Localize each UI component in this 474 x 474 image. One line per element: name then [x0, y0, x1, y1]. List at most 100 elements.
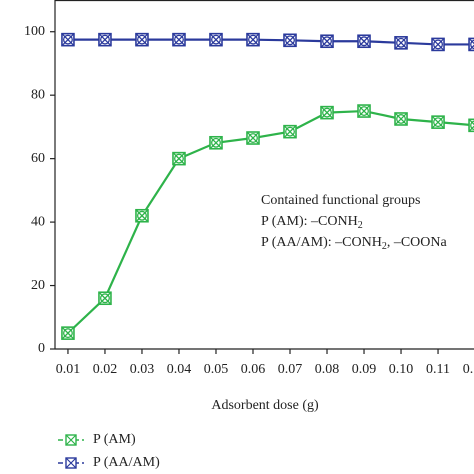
marker-cross	[246, 33, 260, 47]
marker-cross	[61, 33, 75, 47]
marker-ring	[248, 133, 258, 143]
marker-cross	[135, 33, 149, 47]
marker-cross	[431, 115, 445, 129]
marker-cross	[172, 152, 186, 166]
x-tick-label: 0.10	[389, 362, 414, 377]
marker	[283, 124, 297, 139]
marker	[468, 37, 474, 52]
legend-label: P (AM)	[93, 432, 136, 447]
marker-cross	[246, 131, 260, 145]
marker-box	[468, 37, 474, 52]
x-tick-label: 0.07	[278, 362, 303, 377]
x-tick-label: 0.04	[167, 362, 192, 377]
marker	[172, 32, 186, 47]
marker-ring	[63, 34, 73, 45]
legend-marker	[65, 457, 77, 469]
marker	[209, 32, 223, 47]
series-line	[67, 38, 474, 46]
x-tick-label: 0.02	[93, 362, 118, 377]
marker-cross	[394, 112, 408, 126]
y-tick-label: 0	[38, 341, 45, 356]
annotation-line: P (AA/AM): –CONH2, –COONa	[261, 235, 447, 252]
x-tick-label: 0.01	[56, 362, 81, 377]
marker-cross	[283, 33, 297, 47]
marker	[394, 36, 408, 50]
marker-cross	[61, 326, 75, 340]
marker-cross	[468, 37, 474, 51]
annotation-line: P (AM): –CONH2	[261, 214, 363, 231]
marker	[246, 32, 260, 47]
marker	[431, 115, 445, 129]
marker-ring	[322, 107, 332, 118]
legend-marker	[65, 434, 77, 446]
marker	[283, 33, 297, 48]
x-axis-label: Adsorbent dose (g)	[211, 398, 319, 413]
marker-cross	[209, 136, 223, 150]
y-tick-label: 80	[31, 87, 45, 102]
marker-ring	[396, 37, 406, 48]
annotation-text: P (AA/AM): –CONH	[261, 235, 382, 250]
marker-cross	[394, 36, 408, 50]
marker	[320, 34, 334, 49]
legend-label: P (AA/AM)	[93, 455, 160, 470]
marker	[431, 37, 445, 52]
marker-ring	[100, 34, 110, 45]
marker	[172, 151, 186, 166]
marker-cross	[172, 33, 186, 47]
x-tick-label: 0.11	[426, 362, 450, 377]
marker-ring	[470, 39, 474, 50]
marker-cross	[135, 209, 149, 223]
marker-cross	[98, 33, 112, 47]
marker	[135, 208, 149, 223]
annotation-title: Contained functional groups	[261, 193, 420, 208]
x-tick-label: 0.12	[463, 362, 474, 377]
x-tick-label: 0.08	[315, 362, 340, 377]
y-tick-label: 60	[31, 151, 45, 166]
x-tick-label: 0.05	[204, 362, 229, 377]
marker-cross	[98, 291, 112, 305]
marker-cross	[65, 457, 77, 469]
annotation-text: P (AM): –CONH	[261, 214, 358, 229]
marker	[394, 112, 408, 126]
marker-cross	[468, 118, 474, 132]
subscript: 2	[382, 241, 387, 252]
marker-ring	[285, 35, 295, 46]
marker-ring	[433, 117, 443, 128]
marker-ring	[470, 120, 474, 131]
annotation-text: , –COONa	[387, 235, 448, 250]
marker	[357, 104, 371, 118]
marker-ring	[359, 106, 369, 116]
marker-ring	[211, 34, 221, 45]
marker	[357, 34, 371, 49]
marker	[61, 326, 75, 340]
marker-ring	[211, 137, 221, 148]
marker-ring	[63, 328, 73, 339]
marker	[61, 32, 75, 47]
marker-cross	[320, 106, 334, 120]
marker	[246, 131, 260, 145]
marker-ring	[433, 39, 443, 50]
marker	[98, 291, 112, 306]
marker-ring	[137, 210, 147, 221]
marker-ring	[174, 34, 184, 45]
marker-ring	[174, 153, 184, 164]
marker-ring	[359, 36, 369, 47]
marker-box	[468, 118, 474, 133]
marker	[135, 32, 149, 47]
subscript: 2	[358, 220, 363, 231]
marker-cross	[357, 104, 371, 118]
x-tick-label: 0.09	[352, 362, 377, 377]
marker	[320, 105, 334, 120]
marker-ring	[285, 126, 295, 137]
marker	[209, 135, 223, 150]
x-tick-label: 0.06	[241, 362, 266, 377]
marker-cross	[209, 33, 223, 47]
marker	[468, 118, 474, 133]
marker-cross	[320, 34, 334, 48]
x-tick-label: 0.03	[130, 362, 155, 377]
marker-cross	[65, 434, 77, 446]
marker-ring	[137, 34, 147, 45]
marker-ring	[322, 36, 332, 47]
y-tick-label: 20	[31, 278, 45, 293]
